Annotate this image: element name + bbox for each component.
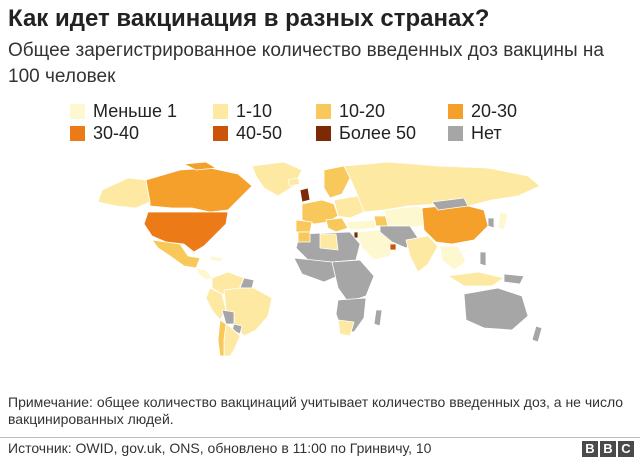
region-uae — [389, 243, 397, 251]
region-morocco — [297, 231, 311, 243]
region-bolivia — [221, 309, 235, 325]
region-alaska — [97, 177, 151, 209]
chart-note: Примечание: общее количество вакцинаций … — [8, 394, 624, 427]
legend-label: Более 50 — [339, 123, 416, 143]
region-central-america — [195, 267, 213, 281]
legend-swatch — [213, 104, 228, 119]
region-arctic-islands — [183, 161, 217, 171]
region-iberia — [295, 219, 313, 233]
region-eastern-europe — [333, 195, 365, 219]
legend-label: 1-10 — [236, 101, 273, 121]
bbc-logo-letter: B — [600, 441, 616, 457]
legend-item: 30-40 — [70, 123, 139, 144]
region-canada — [145, 167, 253, 213]
legend-swatch — [213, 126, 228, 141]
region-australia — [463, 287, 529, 331]
legend-item: Нет — [448, 123, 502, 144]
region-india — [405, 235, 439, 273]
region-korea — [487, 217, 495, 229]
region-balkans — [325, 217, 349, 233]
legend-item: 10-20 — [316, 101, 385, 122]
legend-label: Нет — [471, 123, 502, 143]
region-uk — [299, 187, 311, 203]
legend-swatch — [316, 104, 331, 119]
source-text: Источник: OWID, gov.uk, ONS, обновлено в… — [8, 440, 432, 456]
region-turkey — [345, 219, 377, 231]
footer: Источник: OWID, gov.uk, ONS, обновлено в… — [0, 437, 640, 460]
region-china — [421, 203, 489, 245]
region-central-africa — [331, 259, 375, 303]
region-philippines — [479, 251, 487, 267]
region-west-africa — [293, 257, 339, 283]
region-russia — [343, 161, 541, 213]
region-paraguay — [231, 323, 243, 335]
legend-swatch — [316, 126, 331, 141]
region-mongolia — [431, 197, 469, 211]
chart-subtitle: Общее зарегистрированное количество введ… — [8, 40, 604, 87]
region-japan — [497, 211, 509, 231]
region-usa — [143, 211, 229, 253]
legend-item: Меньше 1 — [70, 101, 177, 122]
region-new-zealand — [531, 325, 543, 343]
legend-item: 20-30 — [448, 101, 517, 122]
region-se-asia — [439, 245, 467, 271]
legend-label: 10-20 — [339, 101, 386, 121]
region-greenland — [251, 161, 303, 197]
region-papua — [503, 273, 525, 285]
legend-item: 1-10 — [213, 101, 272, 122]
legend-swatch — [70, 104, 85, 119]
legend-item: Более 50 — [316, 123, 416, 144]
bbc-logo: B B C — [582, 441, 634, 457]
region-iceland — [287, 177, 301, 187]
legend-label: 30-40 — [93, 123, 140, 143]
legend-label: Меньше 1 — [93, 101, 177, 121]
region-caribbean — [209, 255, 225, 263]
region-israel — [353, 231, 359, 239]
legend-swatch — [448, 104, 463, 119]
legend-label: 20-30 — [471, 101, 518, 121]
region-madagascar — [373, 309, 383, 327]
region-south-africa — [337, 319, 355, 337]
world-map — [97, 161, 543, 356]
bbc-logo-letter: B — [582, 441, 598, 457]
region-indonesia — [447, 271, 505, 287]
legend-swatch — [448, 126, 463, 141]
legend-item: 40-50 — [213, 123, 282, 144]
bbc-logo-letter: C — [618, 441, 634, 457]
chart-title: Как идет вакцинация в разных странах? — [8, 5, 490, 32]
region-egypt-algeria — [319, 233, 339, 251]
region-chile — [217, 319, 227, 356]
legend-label: 40-50 — [236, 123, 283, 143]
legend-swatch — [70, 126, 85, 141]
